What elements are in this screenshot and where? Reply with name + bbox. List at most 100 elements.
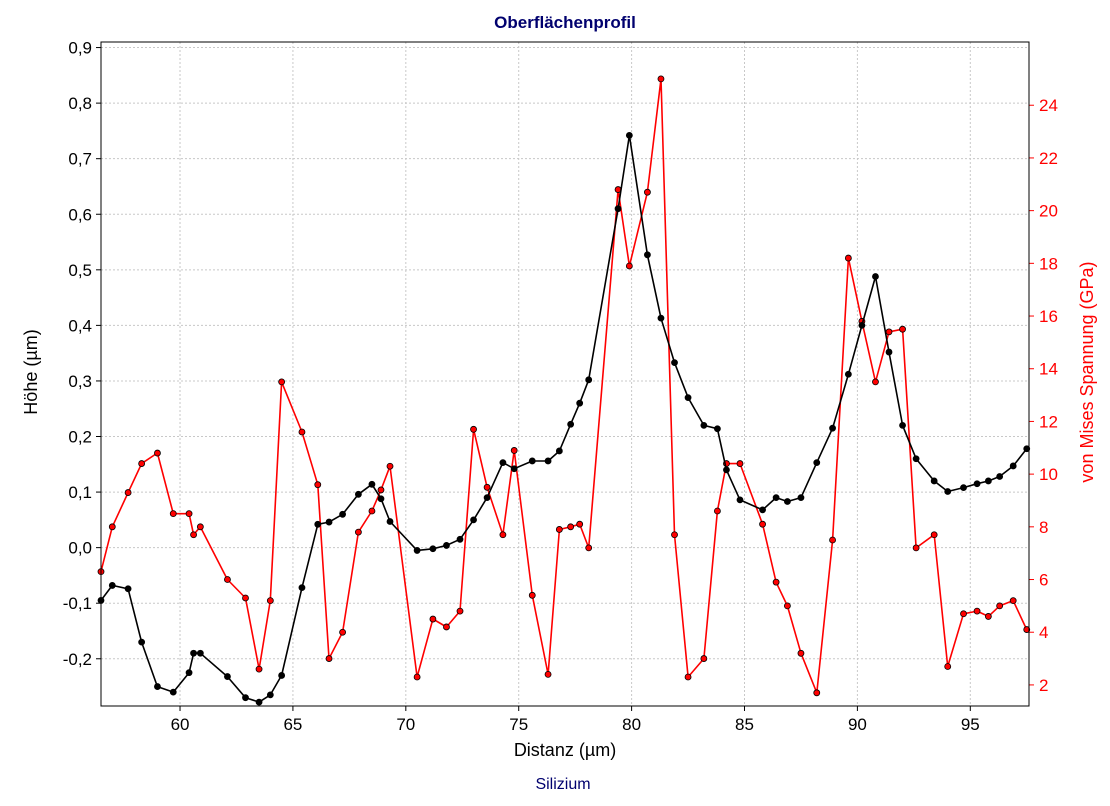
x-tick-label: 85	[735, 715, 754, 734]
height-point	[844, 370, 852, 378]
stress-point	[912, 544, 920, 552]
x-tick-label: 65	[283, 715, 302, 734]
axes: 60 65 70 75 80 85 90 95 -0,2 -0,1 0,0 0,1 0,2 0,3 0,4 0…	[63, 39, 1058, 734]
stress-point	[700, 655, 708, 662]
height-point	[325, 518, 333, 526]
right-y-tick-label: 8	[1039, 518, 1048, 537]
stress-point	[314, 481, 322, 489]
stress-point	[510, 447, 518, 454]
right-y-tick-label: 4	[1039, 623, 1048, 642]
height-point	[266, 691, 274, 699]
chart-title: Oberflächenprofil	[494, 13, 636, 32]
left-y-tick-label: -0,1	[63, 594, 92, 613]
height-point	[829, 424, 836, 432]
stress-point	[772, 578, 780, 586]
height-point	[944, 488, 952, 495]
stress-series	[97, 75, 1031, 697]
stress-point	[528, 591, 536, 599]
stress-point	[930, 531, 938, 539]
x-tick-label: 60	[171, 715, 190, 734]
stress-point	[339, 628, 346, 636]
stress-point	[429, 615, 437, 623]
right-y-tick-label: 20	[1039, 202, 1058, 221]
height-point	[456, 535, 464, 543]
stress-point	[576, 520, 584, 528]
stress-point	[759, 520, 766, 528]
stress-point	[960, 610, 967, 618]
x-tick-label: 75	[509, 715, 528, 734]
height-point	[700, 421, 708, 429]
stress-point	[377, 486, 385, 494]
height-point	[960, 484, 967, 492]
height-point	[1009, 462, 1017, 470]
stress-point	[973, 607, 981, 615]
stress-point	[325, 655, 333, 662]
plot-background	[101, 42, 1029, 706]
height-point	[644, 251, 651, 259]
right-y-tick-label: 6	[1039, 571, 1048, 590]
stress-point	[996, 602, 1004, 610]
height-point	[858, 321, 866, 329]
stress-point	[585, 544, 593, 552]
stress-point	[625, 262, 633, 270]
stress-point	[298, 428, 306, 436]
stress-point	[813, 689, 821, 697]
stress-point	[671, 531, 678, 539]
stress-line	[100, 78, 1028, 694]
stress-point	[714, 507, 721, 515]
stress-point	[413, 673, 421, 681]
height-point	[196, 649, 204, 657]
height-point	[124, 585, 132, 593]
grid-lines	[101, 42, 1029, 706]
left-y-tick-label: 0,6	[68, 205, 92, 224]
x-tick-label: 90	[848, 715, 867, 734]
height-point	[657, 314, 665, 322]
height-point	[555, 447, 563, 455]
height-point	[185, 669, 193, 677]
height-point	[885, 348, 893, 356]
height-point	[443, 542, 450, 549]
height-point	[576, 399, 584, 407]
height-point	[483, 494, 491, 502]
stress-point	[196, 523, 204, 531]
stress-point	[567, 523, 575, 531]
stress-point	[784, 602, 791, 610]
height-point	[759, 506, 766, 514]
height-point	[499, 459, 507, 467]
height-point	[368, 480, 376, 488]
stress-point	[844, 254, 852, 262]
stress-point	[386, 462, 394, 470]
height-point	[255, 698, 263, 706]
stress-point	[456, 607, 464, 615]
height-point	[813, 459, 821, 467]
stress-point	[984, 613, 992, 620]
stress-point	[644, 188, 651, 196]
stress-point	[899, 325, 906, 333]
stress-point	[657, 75, 665, 83]
right-y-tick-label: 10	[1039, 465, 1058, 484]
stress-point	[242, 594, 249, 602]
stress-point	[1009, 597, 1017, 605]
height-point	[355, 490, 362, 498]
height-point	[242, 694, 249, 702]
x-tick-label: 70	[396, 715, 415, 734]
height-point	[872, 273, 879, 280]
left-y-tick-label: -0,2	[63, 650, 92, 669]
right-y-tick-label: 2	[1039, 676, 1048, 695]
stress-point	[355, 528, 362, 536]
height-point	[510, 465, 518, 473]
data-series	[97, 75, 1031, 706]
stress-point	[872, 378, 879, 386]
height-point	[470, 516, 477, 524]
stress-point	[368, 507, 376, 515]
right-y-tick-label: 22	[1039, 149, 1058, 168]
height-point	[413, 547, 421, 554]
height-point	[278, 672, 286, 679]
height-point	[224, 673, 231, 680]
stress-point	[483, 483, 491, 491]
left-y-tick-label: 0,9	[68, 39, 92, 58]
stress-point	[169, 510, 177, 518]
right-y-tick-label: 18	[1039, 254, 1058, 273]
height-point	[429, 545, 437, 553]
